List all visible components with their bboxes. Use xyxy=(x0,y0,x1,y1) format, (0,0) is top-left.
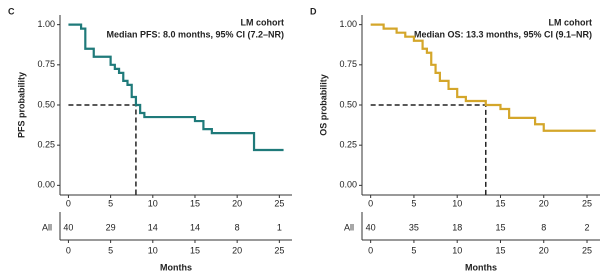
risk-count: 18 xyxy=(452,222,462,232)
risk-count: 1 xyxy=(277,222,282,232)
x-tick-label: 10 xyxy=(452,245,462,255)
y-tick-label: 0.75 xyxy=(37,59,55,69)
panel-letter: D xyxy=(310,6,317,16)
panel-letter: C xyxy=(8,6,15,16)
y-tick-label: 1.00 xyxy=(339,19,357,29)
x-tick-label: 25 xyxy=(274,198,284,208)
risk-count: 14 xyxy=(148,222,158,232)
y-tick-label: 0.25 xyxy=(37,140,55,150)
x-tick-label: 20 xyxy=(539,245,549,255)
x-tick-label: 5 xyxy=(411,198,416,208)
x-tick-label: 0 xyxy=(368,198,373,208)
x-tick-label: 15 xyxy=(190,198,200,208)
median-line xyxy=(68,104,137,195)
x-tick-label: 5 xyxy=(108,245,113,255)
risk-count: 29 xyxy=(106,222,116,232)
x-tick-label: 0 xyxy=(66,245,71,255)
x-tick-label: 25 xyxy=(274,245,284,255)
x-tick-label: 20 xyxy=(539,198,549,208)
risk-count: 8 xyxy=(235,222,240,232)
subtitle: Median PFS: 8.0 months, 95% CI (7.2–NR) xyxy=(106,29,284,39)
x-tick-label: 0 xyxy=(368,245,373,255)
median-line xyxy=(370,104,487,195)
x-tick-label: 5 xyxy=(108,198,113,208)
survival-curve xyxy=(370,23,596,132)
survival-curve xyxy=(68,23,284,152)
x-tick-label: 10 xyxy=(148,198,158,208)
risk-count: 40 xyxy=(63,222,73,232)
x-tick-label: 25 xyxy=(582,198,592,208)
x-axis-label: Months xyxy=(160,262,192,272)
y-tick-label: 0.25 xyxy=(339,140,357,150)
risk-count: 15 xyxy=(495,222,505,232)
risk-label: All xyxy=(42,222,52,232)
y-tick-label: 0.00 xyxy=(37,180,55,190)
risk-count: 40 xyxy=(366,222,376,232)
y-axis-label: PFS probability xyxy=(16,72,26,138)
x-tick-label: 20 xyxy=(232,245,242,255)
x-tick-label: 20 xyxy=(232,198,242,208)
subtitle: Median OS: 13.3 months, 95% CI (9.1–NR) xyxy=(414,29,592,39)
risk-count: 8 xyxy=(541,222,546,232)
y-tick-label: 0.00 xyxy=(339,180,357,190)
x-tick-label: 15 xyxy=(495,198,505,208)
risk-label: All xyxy=(344,222,354,232)
x-tick-label: 10 xyxy=(148,245,158,255)
risk-count: 35 xyxy=(409,222,419,232)
x-tick-label: 25 xyxy=(582,245,592,255)
x-tick-label: 0 xyxy=(66,198,71,208)
x-tick-label: 15 xyxy=(190,245,200,255)
y-tick-label: 0.50 xyxy=(37,99,55,109)
annotation: LM cohort xyxy=(549,17,593,27)
annotation: LM cohort xyxy=(241,17,285,27)
x-tick-label: 10 xyxy=(452,198,462,208)
x-tick-label: 15 xyxy=(495,245,505,255)
risk-count: 14 xyxy=(190,222,200,232)
y-tick-label: 1.00 xyxy=(37,19,55,29)
risk-count: 2 xyxy=(585,222,590,232)
y-tick-label: 0.75 xyxy=(339,59,357,69)
y-tick-label: 0.50 xyxy=(339,99,357,109)
x-axis-label: Months xyxy=(465,262,497,272)
x-tick-label: 5 xyxy=(411,245,416,255)
y-axis-label: OS probability xyxy=(318,74,328,136)
